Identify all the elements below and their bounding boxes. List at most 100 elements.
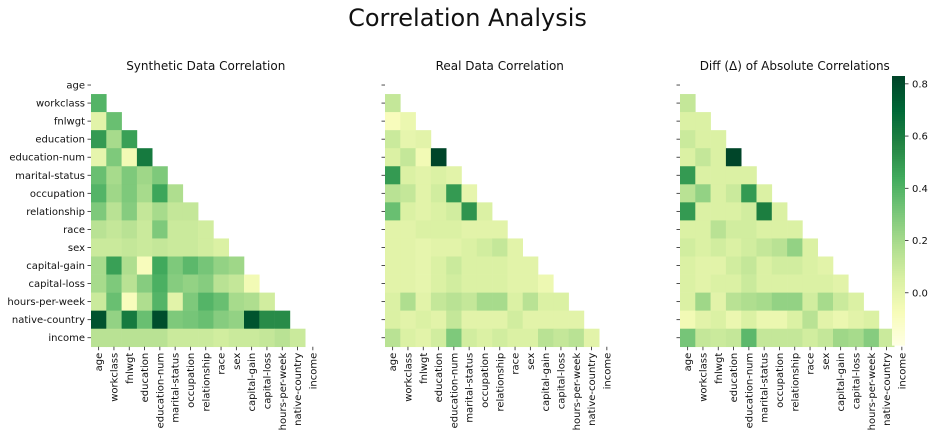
colorbar-segment xyxy=(892,214,905,218)
heatmap-cell xyxy=(787,292,803,311)
y-tick-label: relationship xyxy=(26,207,85,218)
heatmap-cell xyxy=(152,202,168,221)
colorbar-segment xyxy=(892,219,905,223)
heatmap-cell xyxy=(725,310,742,329)
heatmap-cell xyxy=(680,184,696,203)
colorbar-segment xyxy=(892,154,905,158)
heatmap-cell xyxy=(198,310,214,329)
heatmap-cell xyxy=(492,328,508,348)
heatmap-cell xyxy=(538,310,554,329)
colorbar-segment xyxy=(892,331,905,335)
heatmap-cell xyxy=(725,184,742,203)
heatmap-cell xyxy=(430,220,447,239)
x-tick-label: education-num xyxy=(155,353,166,429)
heatmap-cell xyxy=(680,166,696,185)
colorbar-segment xyxy=(892,221,905,225)
heatmap-cell xyxy=(136,310,153,329)
heatmap-cell xyxy=(182,292,199,311)
colorbar-segment xyxy=(892,174,905,178)
colorbar-segment xyxy=(892,342,905,346)
heatmap-cell xyxy=(787,310,803,329)
heatmap-cell xyxy=(91,166,107,185)
x-tick-label: relationship xyxy=(495,353,506,412)
y-tick-label: income xyxy=(48,333,85,344)
x-tick-label: fnlwgt xyxy=(125,353,136,384)
heatmap-cell xyxy=(274,328,291,348)
colorbar-segment xyxy=(892,132,905,135)
colorbar-segment xyxy=(892,183,905,187)
heatmap-cell xyxy=(817,310,834,329)
heatmap-cell xyxy=(244,274,260,293)
x-tick-label: income xyxy=(897,353,908,390)
heatmap-cell xyxy=(695,274,711,293)
figure-title: Correlation Analysis xyxy=(348,4,587,32)
heatmap-cell xyxy=(259,292,275,311)
x-tick-label: capital-gain xyxy=(247,353,258,412)
heatmap-cell xyxy=(167,328,184,348)
heatmap-cell xyxy=(476,310,493,329)
heatmap-cell xyxy=(121,238,138,257)
heatmap-cell xyxy=(198,328,214,348)
colorbar-segment xyxy=(892,291,905,295)
colorbar-segment xyxy=(892,76,905,79)
heatmap-cell xyxy=(136,238,153,257)
heatmap-cell xyxy=(136,220,153,239)
colorbar-segment xyxy=(892,237,905,241)
colorbar-segment xyxy=(892,275,905,279)
colorbar-tick-label: 0.4 xyxy=(912,184,928,195)
colorbar-tick-label: 0.6 xyxy=(912,132,928,143)
heatmap-cell xyxy=(228,328,245,348)
x-tick-label: age xyxy=(94,353,105,372)
heatmap-cell xyxy=(400,310,416,329)
heatmap-cell xyxy=(121,220,138,239)
x-tick-label: education-num xyxy=(449,353,460,429)
heatmap-cell xyxy=(741,274,757,293)
heatmap-cell xyxy=(461,238,478,257)
heatmap-cell xyxy=(787,238,803,257)
heatmap-cell xyxy=(710,292,727,311)
heatmap-cell xyxy=(833,310,849,329)
heatmap-cell xyxy=(106,202,122,221)
heatmap-cell xyxy=(121,292,138,311)
colorbar-tick-label: 0.8 xyxy=(912,79,928,90)
heatmap-cell xyxy=(725,256,742,275)
colorbar-segment xyxy=(892,259,905,263)
heatmap-cell xyxy=(400,202,416,221)
x-tick-label: hours-per-week xyxy=(867,353,878,431)
heatmap-cell xyxy=(695,256,711,275)
heatmap-cell xyxy=(725,292,742,311)
x-tick-label: marital-status xyxy=(465,353,476,423)
heatmap-cell xyxy=(167,292,184,311)
heatmap-cell xyxy=(182,256,199,275)
heatmap-cell xyxy=(91,112,107,131)
heatmap-cell xyxy=(492,256,508,275)
heatmap-cell xyxy=(710,130,727,149)
colorbar-segment xyxy=(892,226,905,230)
colorbar-segment xyxy=(892,250,905,254)
heatmap-cell xyxy=(228,274,245,293)
colorbar-segment xyxy=(892,100,905,104)
colorbar-segment xyxy=(892,98,905,102)
heatmap-cell xyxy=(833,328,849,348)
heatmap-cell xyxy=(430,202,447,221)
panel-title: Real Data Correlation xyxy=(436,59,564,73)
x-tick-label: race xyxy=(217,353,228,375)
heatmap-cell xyxy=(400,256,416,275)
colorbar-segment xyxy=(892,185,905,189)
heatmap-cell xyxy=(756,328,773,348)
heatmap-cell xyxy=(476,328,493,348)
heatmap-cell xyxy=(756,202,773,221)
heatmap-cell xyxy=(710,166,727,185)
heatmap-cell xyxy=(91,256,107,275)
heatmap-cell xyxy=(725,166,742,185)
colorbar-tick-label: 0.0 xyxy=(912,288,928,299)
colorbar-segment xyxy=(892,210,905,214)
heatmap-cell xyxy=(289,328,306,348)
heatmap-cell xyxy=(771,274,788,293)
x-tick-label: capital-loss xyxy=(262,353,273,410)
heatmap-cell xyxy=(446,328,462,348)
colorbar-segment xyxy=(892,118,905,122)
heatmap-cell xyxy=(244,310,260,329)
heatmap-cell xyxy=(680,148,696,167)
